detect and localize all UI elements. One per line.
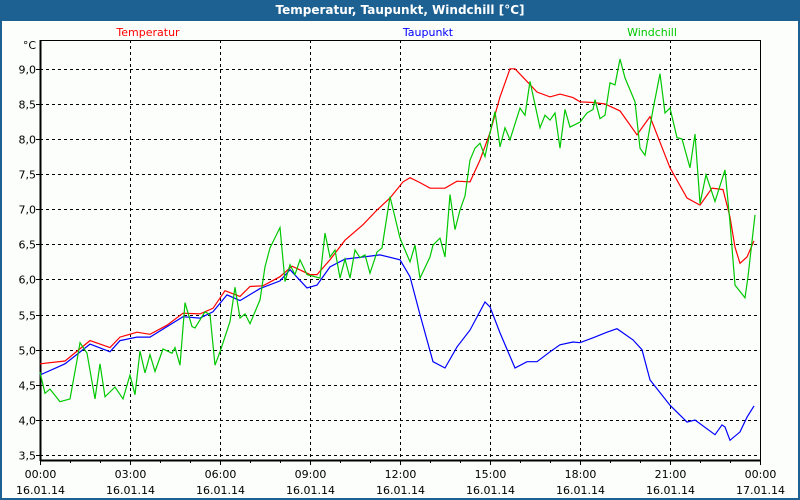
y-tick-label: 8,0 — [19, 134, 37, 147]
x-tick-date: 16.01.14 — [16, 484, 65, 497]
y-tick-label: 7,5 — [19, 169, 37, 182]
x-tick-time: 06:00 — [205, 468, 237, 481]
x-tick-date: 16.01.14 — [646, 484, 695, 497]
x-tick-date: 16.01.14 — [556, 484, 605, 497]
y-tick-label: 4,0 — [19, 415, 37, 428]
x-tick-date: 16.01.14 — [286, 484, 335, 497]
x-tick-time: 00:00 — [745, 468, 777, 481]
y-tick-label: 7,0 — [19, 204, 37, 217]
axes: 3,5 4,0 4,5 5,0 5,5 6,0 6,5 7,0 7,5 8,0 8,5 9,0 °C 00… — [16, 39, 785, 497]
x-tick-date: 16.01.14 — [466, 484, 515, 497]
x-tick-date: 17.01.14 — [736, 484, 785, 497]
legend: Temperatur Taupunkt Windchill — [115, 26, 677, 39]
y-tick-label: 5,0 — [19, 345, 37, 358]
series — [39, 58, 756, 442]
y-tick-label: 6,5 — [19, 239, 37, 252]
y-tick-label: 5,5 — [19, 310, 37, 323]
series-line-temperatur — [39, 68, 755, 365]
x-tick-time: 21:00 — [655, 468, 687, 481]
grid — [40, 40, 760, 460]
x-tick-date: 16.01.14 — [196, 484, 245, 497]
x-tick-time: 12:00 — [385, 468, 417, 481]
x-tick-time: 03:00 — [115, 468, 147, 481]
x-tick-time: 00:00 — [25, 468, 57, 481]
window-title: Temperatur, Taupunkt, Windchill [°C] — [0, 0, 800, 21]
y-tick-label: 4,5 — [19, 380, 37, 393]
y-tick-label: 3,5 — [19, 450, 37, 463]
x-tick-time: 18:00 — [565, 468, 597, 481]
y-tick-label: 6,0 — [19, 274, 37, 287]
x-tick-date: 16.01.14 — [106, 484, 155, 497]
legend-temperatur: Temperatur — [115, 26, 180, 39]
y-tick-label: 9,0 — [19, 64, 37, 77]
series-line-windchill — [39, 58, 756, 403]
legend-taupunkt: Taupunkt — [402, 26, 454, 39]
y-axis-unit: °C — [23, 39, 37, 52]
x-tick-time: 15:00 — [475, 468, 507, 481]
series-line-taupunkt — [39, 254, 755, 442]
x-tick-time: 09:00 — [295, 468, 327, 481]
x-tick-date: 16.01.14 — [376, 484, 425, 497]
legend-windchill: Windchill — [627, 26, 677, 39]
y-tick-label: 8,5 — [19, 99, 37, 112]
